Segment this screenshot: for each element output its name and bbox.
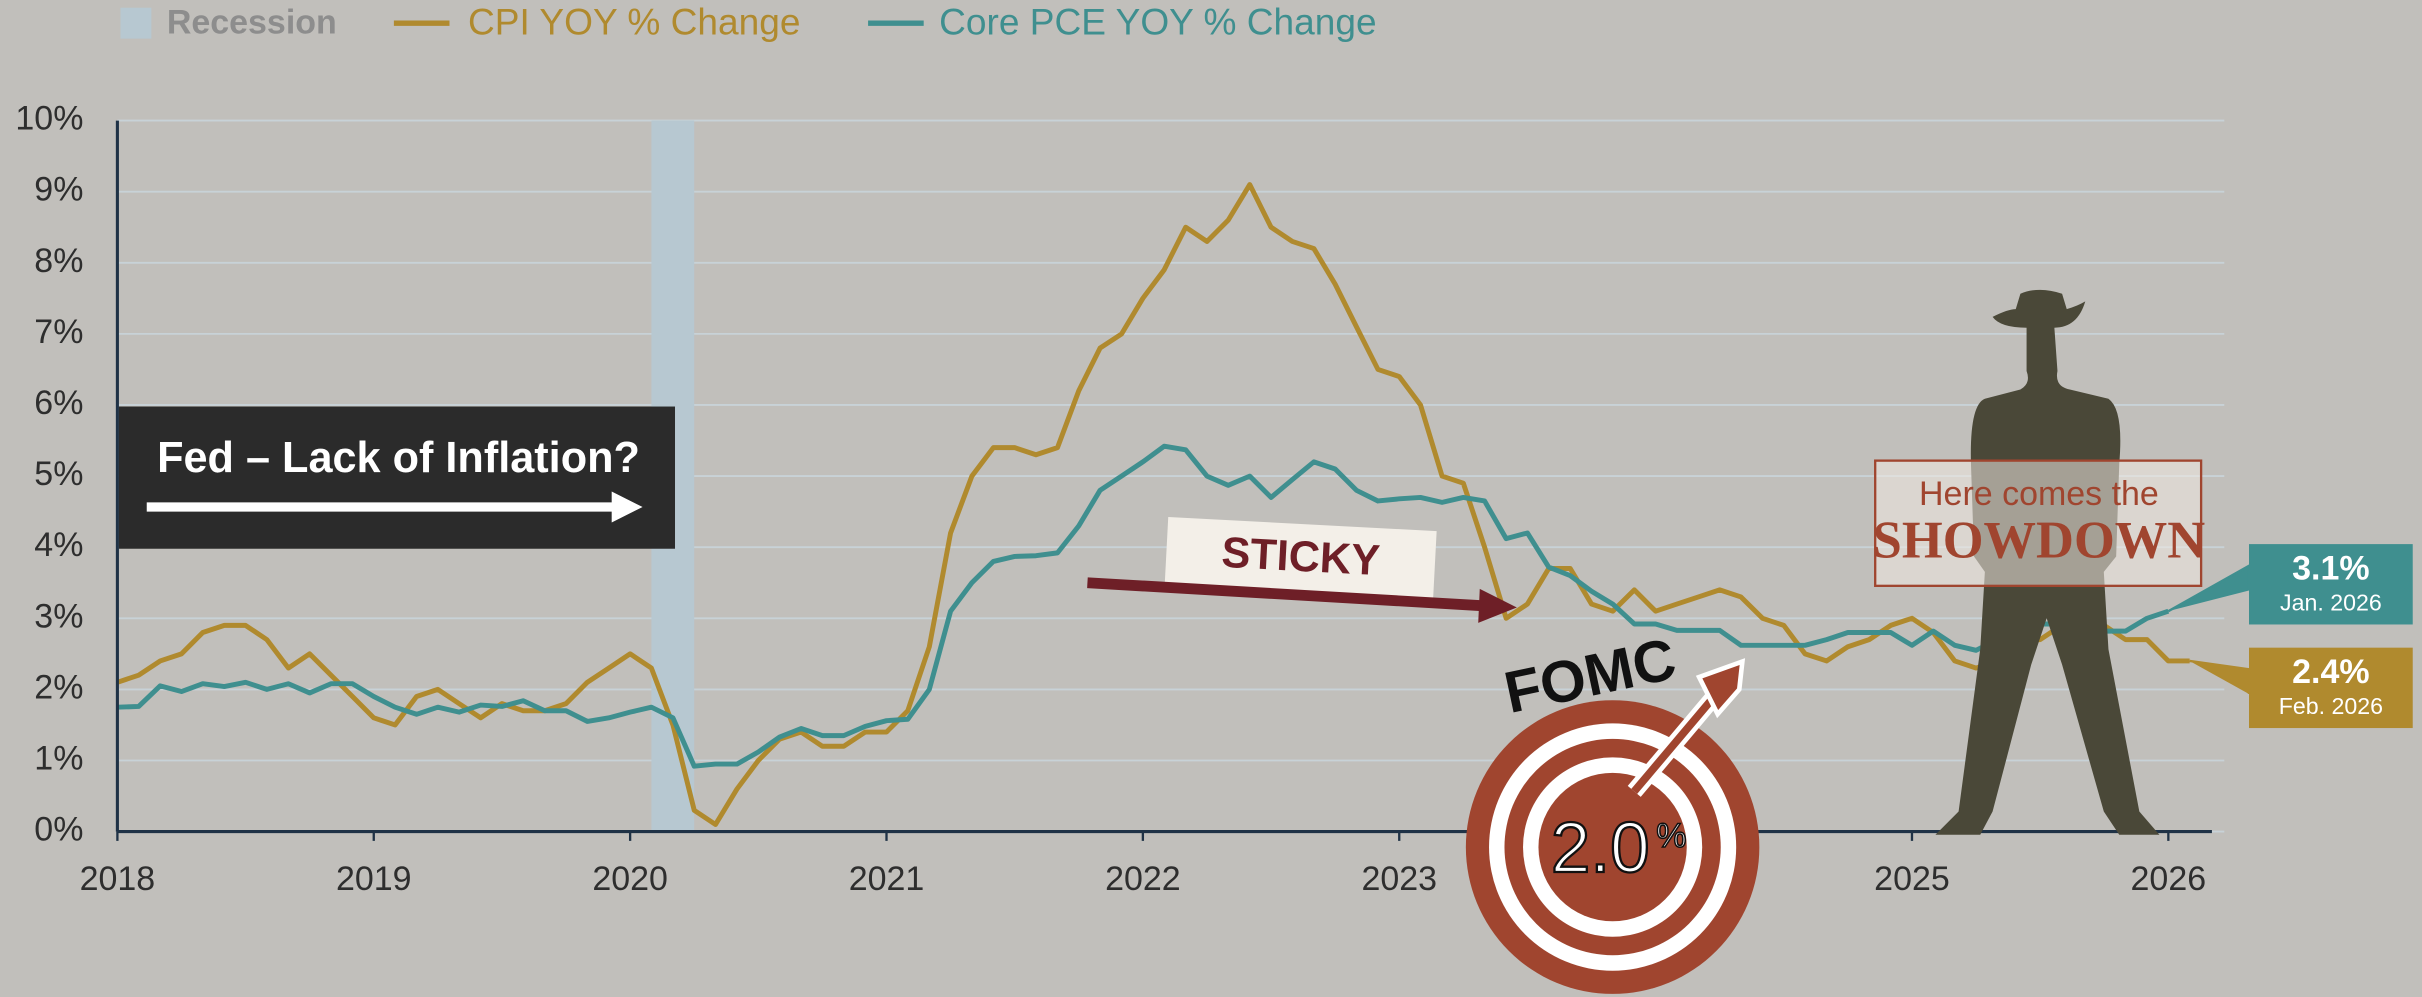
- y-tick-label: 0%: [34, 811, 83, 849]
- y-tick-label: 10%: [15, 100, 83, 138]
- showdown-callout: Here comes the SHOWDOWN: [1873, 461, 2206, 586]
- legend: Recession CPI YOY % Change Core PCE YOY % …: [120, 1, 1376, 43]
- y-tick-label: 2%: [34, 668, 83, 706]
- end-label-value: 2.4%: [2292, 653, 2369, 691]
- sticky-text: STICKY: [1220, 529, 1381, 585]
- target-unit: %: [1656, 817, 1686, 855]
- x-tick-label: 2021: [849, 860, 925, 898]
- y-tick-label: 1%: [34, 739, 83, 777]
- fed-callout: Fed – Lack of Inflation?: [119, 407, 675, 549]
- page: 0% 1% 2% 3% 4% 5% 6% 7% 8% 9% 10% 2018 2019 2020 2021 2…: [0, 0, 2422, 997]
- y-tick-label: 6%: [34, 384, 83, 422]
- legend-label: Core PCE YOY % Change: [939, 1, 1376, 43]
- y-tick-label: 8%: [34, 242, 83, 280]
- fed-text: Fed – Lack of Inflation?: [157, 434, 640, 482]
- x-tick-label: 2025: [1874, 860, 1950, 898]
- x-tick-label: 2023: [1361, 860, 1437, 898]
- showdown-top: Here comes the: [1919, 475, 2159, 513]
- legend-swatch: [120, 8, 151, 39]
- target-value: 2.0: [1551, 809, 1650, 888]
- x-tick-label: 2020: [592, 860, 668, 898]
- y-tick-label: 5%: [34, 455, 83, 493]
- y-tick-label: 3%: [34, 597, 83, 635]
- x-tick-label: 2022: [1105, 860, 1181, 898]
- end-label-value: 3.1%: [2292, 549, 2369, 587]
- y-tick-label: 9%: [34, 171, 83, 209]
- x-tick-label: 2019: [336, 860, 412, 898]
- y-tick-label: 7%: [34, 313, 83, 351]
- legend-label: Recession: [167, 4, 337, 42]
- fomc-target: 2.0 % FOMC: [1466, 626, 1759, 993]
- legend-label: CPI YOY % Change: [468, 1, 800, 43]
- x-tick-label: 2026: [2131, 860, 2207, 898]
- y-tick-label: 4%: [34, 526, 83, 564]
- end-label-date: Jan. 2026: [2280, 590, 2382, 616]
- end-label-date: Feb. 2026: [2279, 693, 2383, 719]
- showdown-text: SHOWDOWN: [1873, 512, 2206, 570]
- chart: 0% 1% 2% 3% 4% 5% 6% 7% 8% 9% 10% 2018 2019 2020 2021 2…: [0, 0, 2422, 997]
- x-tick-label: 2018: [80, 860, 156, 898]
